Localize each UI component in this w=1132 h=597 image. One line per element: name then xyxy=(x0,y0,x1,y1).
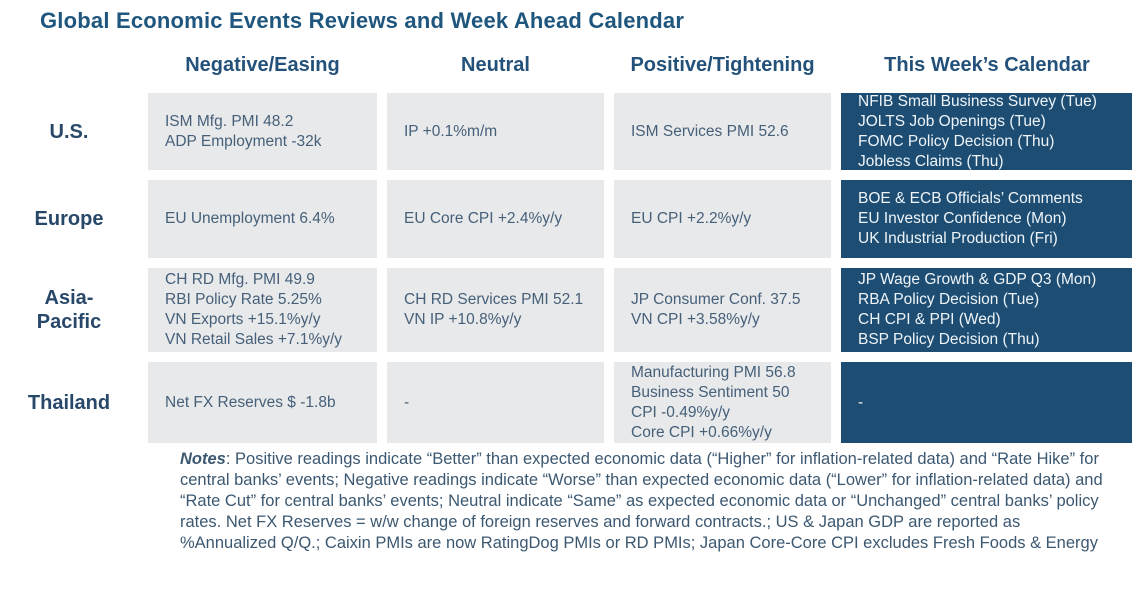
cell-us-neutral: IP +0.1%m/m xyxy=(387,93,604,170)
row-label-europe: Europe xyxy=(34,208,104,230)
cell-europe-calendar: BOE & ECB Officials’ Comments EU Investo… xyxy=(841,180,1132,258)
cell-us-calendar: NFIB Small Business Survey (Tue) JOLTS J… xyxy=(841,93,1132,170)
notes-label: Notes xyxy=(180,450,226,468)
cell-asia-pacific-calendar: JP Wage Growth & GDP Q3 (Mon) RBA Policy… xyxy=(841,268,1132,352)
page-title: Global Economic Events Reviews and Week … xyxy=(40,8,685,33)
column-header-neutral: Neutral xyxy=(461,54,530,76)
cell-asia-pacific-positive: JP Consumer Conf. 37.5 VN CPI +3.58%y/y xyxy=(614,268,831,352)
cell-thailand-negative: Net FX Reserves $ -1.8b xyxy=(148,362,377,443)
notes-body: : Positive readings indicate “Better” th… xyxy=(180,450,1103,552)
cell-europe-positive: EU CPI +2.2%y/y xyxy=(614,180,831,258)
cell-us-positive: ISM Services PMI 52.6 xyxy=(614,93,831,170)
column-header-negative-easing: Negative/Easing xyxy=(185,54,340,76)
cell-us-negative: ISM Mfg. PMI 48.2 ADP Employment -32k xyxy=(148,93,377,170)
events-table: Negative/Easing Neutral Positive/Tighten… xyxy=(0,46,1132,443)
row-label-us: U.S. xyxy=(49,120,89,143)
cell-europe-negative: EU Unemployment 6.4% xyxy=(148,180,377,258)
footnotes: Notes: Positive readings indicate “Bette… xyxy=(180,449,1112,554)
cell-thailand-calendar: - xyxy=(841,362,1132,443)
cell-thailand-positive: Manufacturing PMI 56.8 Business Sentimen… xyxy=(614,362,831,443)
column-header-this-weeks-calendar: This Week’s Calendar xyxy=(884,54,1090,76)
cell-asia-pacific-negative: CH RD Mfg. PMI 49.9 RBI Policy Rate 5.25… xyxy=(148,268,377,352)
row-label-asia-pacific: Asia-Pacific xyxy=(36,287,102,333)
cell-asia-pacific-neutral: CH RD Services PMI 52.1 VN IP +10.8%y/y xyxy=(387,268,604,352)
column-header-positive-tightening: Positive/Tightening xyxy=(630,54,815,76)
cell-europe-neutral: EU Core CPI +2.4%y/y xyxy=(387,180,604,258)
cell-thailand-neutral: - xyxy=(387,362,604,443)
row-label-thailand: Thailand xyxy=(27,391,111,414)
